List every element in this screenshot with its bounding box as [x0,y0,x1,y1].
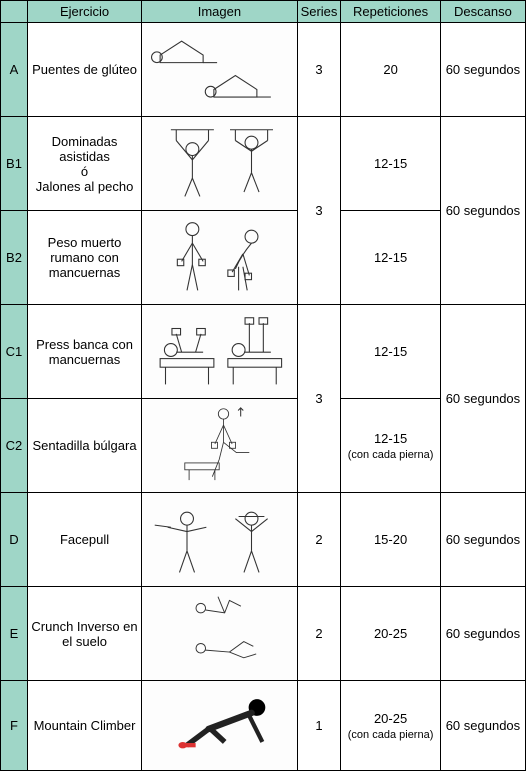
header-exercise: Ejercicio [27,1,141,23]
table-row: B1 Dominadas asistidasóJalones al pecho [1,117,526,211]
table-row: A Puentes de glúteo 3 20 60 segundos [1,23,526,117]
table-row: C1 Press banca con mancuernas [1,305,526,399]
row-reps: 12-15 [341,117,441,211]
row-letter: D [1,493,28,587]
workout-table: Ejercicio Imagen Series Repeticiones Des… [0,0,526,771]
row-exercise: Press banca con mancuernas [27,305,141,399]
row-letter: A [1,23,28,117]
table-row: D Facepull [1,493,526,587]
romanian-deadlift-icon [144,213,295,299]
dumbbell-press-icon [144,307,295,393]
row-series: 3 [297,23,341,117]
row-letter: B2 [1,211,28,305]
row-letter: B1 [1,117,28,211]
row-exercise: Mountain Climber [27,681,141,771]
row-exercise: Peso muerto rumano con mancuernas [27,211,141,305]
pullup-icon [144,119,295,205]
row-reps: 20-25 [341,587,441,681]
row-series: 1 [297,681,341,771]
row-letter: F [1,681,28,771]
header-image: Imagen [142,1,298,23]
row-rest: 60 segundos [440,23,525,117]
exercise-image [142,681,298,771]
header-row: Ejercicio Imagen Series Repeticiones Des… [1,1,526,23]
row-reps: 15-20 [341,493,441,587]
row-reps: 12-15 [341,305,441,399]
row-series: 3 [297,117,341,305]
row-rest: 60 segundos [440,117,525,305]
header-reps: Repeticiones [341,1,441,23]
exercise-image [142,493,298,587]
facepull-icon [144,495,295,581]
row-rest: 60 segundos [440,493,525,587]
row-rest: 60 segundos [440,681,525,771]
row-rest: 60 segundos [440,305,525,493]
row-exercise: Sentadilla búlgara [27,399,141,493]
row-rest: 60 segundos [440,587,525,681]
row-reps: 20-25(con cada pierna) [341,681,441,771]
row-series: 2 [297,493,341,587]
table-row: E Crunch Inverso en el suelo 2 20-25 60 … [1,587,526,681]
exercise-image [142,23,298,117]
header-letter [1,1,28,23]
header-rest: Descanso [440,1,525,23]
exercise-image [142,587,298,681]
exercise-image [142,305,298,399]
bulgarian-squat-icon [159,401,279,487]
exercise-image [142,211,298,305]
workout-table-wrapper: Ejercicio Imagen Series Repeticiones Des… [0,0,526,771]
header-series: Series [297,1,341,23]
row-exercise: Facepull [27,493,141,587]
glute-bridge-icon [144,25,295,111]
row-series: 2 [297,587,341,681]
row-series: 3 [297,305,341,493]
row-exercise: Crunch Inverso en el suelo [27,587,141,681]
mountain-climber-icon [144,686,295,761]
row-exercise: Dominadas asistidasóJalones al pecho [27,117,141,211]
row-letter: E [1,587,28,681]
table-row: F Mountain Climber 1 20-25(con cada p [1,681,526,771]
row-reps: 12-15 [341,211,441,305]
row-letter: C1 [1,305,28,399]
reverse-crunch-icon [153,589,287,675]
row-letter: C2 [1,399,28,493]
exercise-image [142,399,298,493]
exercise-image [142,117,298,211]
row-exercise: Puentes de glúteo [27,23,141,117]
row-reps: 12-15(con cada pierna) [341,399,441,493]
row-reps: 20 [341,23,441,117]
